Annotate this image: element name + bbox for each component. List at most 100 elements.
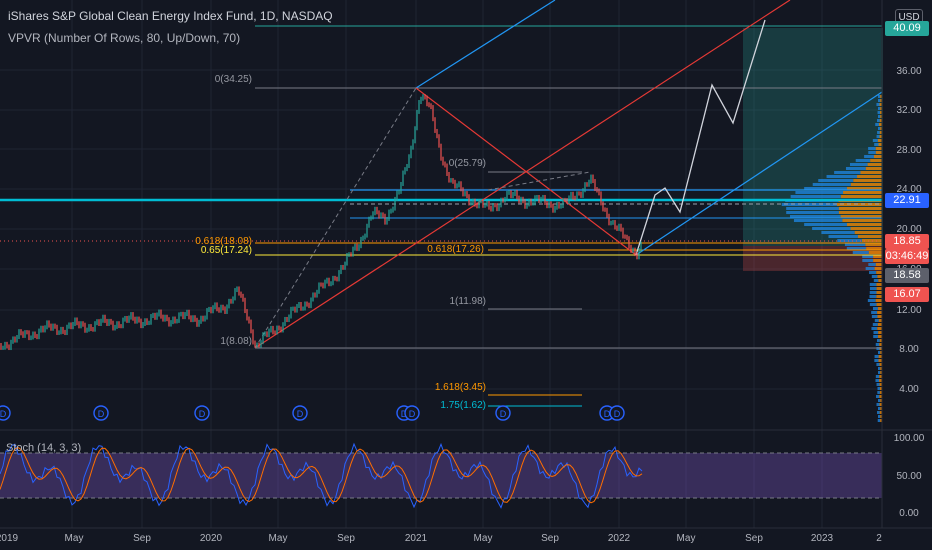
volume-bar-down [877,275,882,278]
stoch-axis-label: 50.00 [896,471,921,482]
volume-bar-up [878,399,880,402]
dividend-label: D [614,409,621,419]
volume-bar-up [877,391,880,394]
volume-bar-up [877,135,880,138]
volume-bar-up [846,167,866,170]
volume-bar-up [874,359,878,362]
volume-bar-up [875,355,879,358]
volume-bar-up [868,299,876,302]
volume-bar-up [868,147,876,150]
volume-bar-up [878,95,880,98]
trend-red-down[interactable] [416,88,636,255]
volume-bar-up [878,371,880,374]
volume-bar-up [877,411,880,414]
time-axis-label: 2020 [200,533,223,544]
volume-bar-down [877,315,882,318]
volume-bar-down [868,163,882,166]
price-axis-label: 12.00 [896,305,921,316]
volume-bar-down [853,179,882,182]
volume-bar-up [877,383,880,386]
volume-bar-up [795,191,843,194]
volume-bar-up [878,407,880,410]
symbol-title[interactable]: iShares S&P Global Clean Energy Index Fu… [8,9,333,23]
fib-label-top: 0(34.25) [215,74,252,85]
volume-bar-up [862,259,873,262]
fib-label-ratio-left: 0.65(17.24) [201,245,252,256]
price-axis-label: 4.00 [899,384,919,395]
price-tag-last: 18.85 [885,234,929,249]
volume-bar-down [878,335,882,338]
volume-bar-down [858,235,882,238]
volume-bar-up [870,291,877,294]
price-axis-label: 36.00 [896,66,921,77]
volume-bar-up [821,231,854,234]
volume-bar-down [873,259,882,262]
time-axis-label: May [474,533,493,544]
volume-bar-up [876,395,879,398]
volume-bar-down [851,183,882,186]
volume-bar-up [818,179,853,182]
time-axis-label: May [677,533,696,544]
volume-bar-up [876,103,879,106]
volume-bar-down [877,311,882,314]
time-axis: 2019 May Sep 2020 May Sep 2021 May Sep 2… [0,533,882,544]
volume-bar-down [860,171,882,174]
volume-bar-up [878,387,880,390]
volume-bar-up [878,111,880,114]
volume-bar-down [877,303,882,306]
fib-label-low: 1(8.08) [220,336,252,347]
trend-red-up[interactable] [255,0,790,348]
volume-bar-down [876,151,882,154]
dividend-label: D [199,409,206,419]
volume-bar-down [878,323,882,326]
volume-bar-down [876,263,882,266]
vpvr-indicator-label[interactable]: VPVR (Number Of Rows, 80, Up/Down, 70) [8,31,240,45]
volume-bar-up [877,339,880,342]
volume-bar-down [877,327,882,330]
stoch-indicator-label[interactable]: Stoch (14, 3, 3) [6,442,81,454]
volume-bar-up [877,131,880,134]
dividend-markers[interactable]: DDDDDDDDD [0,406,624,420]
fib-label-ext2: 1.75(1.62) [440,400,486,411]
price-tag-level-b: 18.58 [885,268,929,283]
price-series [1,94,641,350]
price-axis-label: 32.00 [896,105,921,116]
volume-bar-up [870,283,877,286]
fib-label-golden-right: 0.618(17.26) [427,244,484,255]
price-axis-label: 28.00 [896,145,921,156]
volume-bar-up [873,331,878,334]
time-axis-label: 2019 [0,533,19,544]
volume-bar-down [879,359,882,362]
channel-upper-blue[interactable] [416,0,555,88]
volume-bar-up [786,207,839,210]
volume-bar-down [847,223,882,226]
volume-bar-up [864,155,874,158]
time-axis-label: 2 [876,533,882,544]
time-axis-label: May [269,533,288,544]
stoch-axis-label: 0.00 [899,508,919,519]
volume-bar-down [839,207,882,210]
volume-bar-down [878,143,882,146]
dividend-label: D [98,409,105,419]
volume-bar-up [877,119,880,122]
volume-bar-up [876,403,879,406]
volume-bar-up [866,267,875,270]
volume-bar-up [876,363,879,366]
volume-bar-up [871,311,877,314]
volume-bar-up [876,375,879,378]
volume-bar-up [878,99,880,102]
volume-bar-up [850,163,868,166]
volume-bar-up [872,275,878,278]
volume-bar-down [877,287,882,290]
price-axis-label: 8.00 [899,344,919,355]
volume-bar-down [876,147,882,150]
time-axis-label: Sep [133,533,151,544]
stoch-axis-label: 100.00 [894,433,925,444]
volume-bar-up [874,143,878,146]
volume-bar-up [878,107,880,110]
volume-bar-up [813,183,851,186]
volume-bar-up [878,115,880,118]
volume-bar-up [875,123,879,126]
volume-bar-up [868,263,876,266]
